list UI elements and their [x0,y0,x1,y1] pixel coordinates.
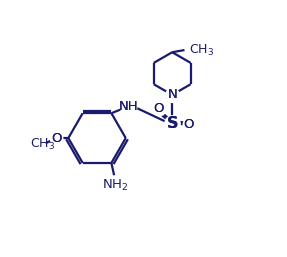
Text: N: N [167,88,177,101]
Text: O: O [51,132,61,145]
Text: O: O [153,102,164,115]
Text: O: O [183,118,194,131]
Text: NH$_2$: NH$_2$ [102,178,129,193]
Text: CH$_3$: CH$_3$ [30,137,55,152]
Text: NH: NH [119,100,138,113]
Text: S: S [166,116,178,131]
Text: O: O [153,102,164,115]
Text: S: S [166,116,178,131]
Text: O: O [51,132,61,145]
Text: CH$_3$: CH$_3$ [189,42,214,58]
Text: N: N [167,88,177,101]
Text: NH: NH [119,100,138,113]
Text: O: O [183,118,194,131]
